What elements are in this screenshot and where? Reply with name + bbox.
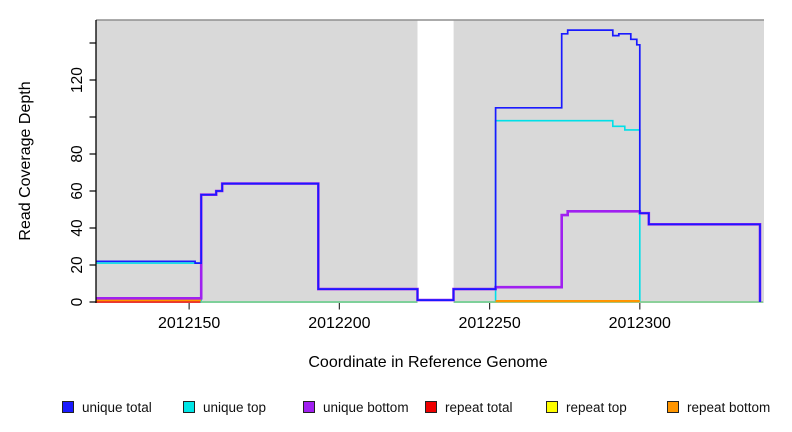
x-tick-label: 2012150: [158, 315, 220, 332]
legend: unique total unique top unique bottom repea…: [0, 399, 792, 419]
legend-label: unique bottom: [323, 399, 409, 415]
legend-item-repeat-top: repeat top: [546, 399, 627, 415]
x-axis-title: Coordinate in Reference Genome: [308, 354, 548, 371]
legend-item-repeat-total: repeat total: [425, 399, 513, 415]
series-line-unique-total: [96, 29, 761, 302]
x-tick-label: 2012250: [458, 315, 520, 332]
legend-label: unique top: [203, 399, 267, 415]
legend-item-unique-top: unique top: [183, 399, 266, 415]
y-tick-label: 40: [69, 219, 86, 237]
legend-swatch-icon: [425, 401, 437, 413]
y-tick-label: 0: [69, 297, 86, 306]
legend-swatch-icon: [667, 401, 679, 413]
legend-label: repeat bottom: [687, 399, 771, 415]
x-tick-label: 2012300: [609, 315, 671, 332]
y-axis-title: Read Coverage Depth: [17, 81, 34, 241]
legend-swatch-icon: [546, 401, 558, 413]
y-tick-label: 20: [69, 256, 86, 274]
legend-label: repeat total: [445, 399, 513, 415]
masked-region-band: [417, 13, 454, 304]
legend-swatch-icon: [183, 401, 195, 413]
y-tick-label: 60: [69, 182, 86, 200]
legend-item-unique-total: unique total: [62, 399, 152, 415]
legend-item-repeat-bottom: repeat bottom: [667, 399, 770, 415]
y-tick-label: 80: [69, 145, 86, 163]
legend-swatch-icon: [62, 401, 74, 413]
legend-label: unique total: [82, 399, 152, 415]
y-tick-label: 120: [69, 67, 86, 93]
x-tick-label: 2012200: [308, 315, 370, 332]
legend-item-unique-bottom: unique bottom: [303, 399, 409, 415]
legend-label: repeat top: [566, 399, 627, 415]
legend-swatch-icon: [303, 401, 315, 413]
